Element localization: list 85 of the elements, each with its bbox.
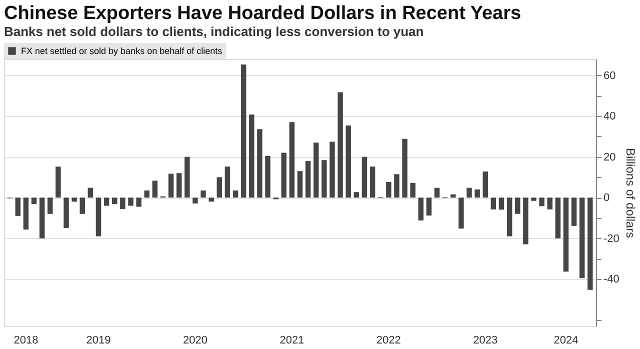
bar: [208, 198, 214, 202]
bar: [466, 188, 472, 198]
bar: [216, 177, 222, 198]
bar: [192, 198, 198, 204]
bar: [402, 138, 408, 198]
bar: [281, 152, 286, 198]
bar: [80, 198, 85, 214]
bar: [56, 166, 61, 198]
legend-label: FX net settled or sold by banks on behalf of clients: [21, 46, 223, 56]
bar: [450, 194, 456, 198]
bar: [354, 192, 360, 198]
bar: [410, 182, 416, 198]
bar: [240, 64, 246, 198]
bar: [23, 198, 29, 230]
bar: [338, 92, 343, 198]
bar: [418, 198, 424, 220]
bar: [539, 198, 544, 206]
bar: [72, 198, 77, 202]
bar: [289, 122, 295, 198]
bar: [152, 180, 158, 198]
x-tick-label: 2024: [554, 334, 578, 346]
bar: [96, 198, 102, 236]
bar: [588, 198, 593, 290]
bar: [498, 198, 504, 210]
x-tick-label: 2023: [473, 334, 498, 346]
bar: [200, 190, 206, 198]
bar: [15, 198, 21, 216]
bar: [265, 156, 270, 198]
y2-tick-label: -20: [604, 232, 620, 245]
bar: [136, 198, 142, 207]
x-tick-label: 2022: [376, 334, 401, 346]
bar: [458, 198, 464, 229]
bar: [555, 198, 561, 238]
bar: [305, 160, 311, 198]
bar: [322, 160, 327, 198]
y2-tick-label: -40: [604, 274, 620, 286]
bar: [64, 198, 69, 228]
bar: [168, 174, 174, 198]
chart-title: Chinese Exporters Have Hoarded Dollars in Recent Years: [4, 3, 522, 24]
bar: [547, 198, 552, 210]
bar: [39, 198, 45, 238]
bar: [330, 142, 335, 198]
bar: [144, 190, 150, 198]
bar: [112, 198, 118, 204]
bar: [314, 142, 319, 198]
bar: [394, 174, 400, 198]
bar: [297, 171, 303, 198]
bar: [346, 125, 351, 198]
bar: [434, 188, 440, 198]
bar: [128, 198, 134, 206]
bar: [176, 173, 182, 198]
bar: [104, 198, 110, 206]
bar: [506, 198, 512, 236]
bar: [579, 198, 585, 278]
bar: [224, 166, 230, 198]
bar: [531, 198, 536, 201]
bar: [386, 182, 392, 198]
bar: [490, 198, 496, 210]
x-tick-label: 2018: [14, 334, 38, 346]
bar: [571, 198, 577, 226]
bar: [523, 198, 528, 244]
y2-axis-title: Billions of dollars: [623, 148, 638, 238]
bar: [232, 190, 238, 198]
bar: [426, 198, 432, 216]
bar: [515, 198, 520, 214]
bar: [362, 156, 368, 198]
y2-tick-label: 0: [604, 192, 610, 204]
bar: [88, 188, 94, 198]
x-tick-label: 2021: [280, 334, 304, 346]
y2-tick-label: 60: [604, 70, 616, 82]
bar: [249, 114, 254, 198]
bar: [370, 166, 376, 198]
bar: [257, 129, 262, 198]
bar: [120, 198, 126, 210]
bar: [31, 198, 37, 204]
bar: [184, 156, 190, 198]
x-tick-label: 2019: [86, 334, 111, 346]
bar: [48, 198, 53, 214]
y2-tick-label: 40: [604, 110, 616, 123]
y2-tick-label: 20: [604, 151, 616, 164]
chart-subtitle: Banks net sold dollars to clients, indicating less conversion to yuan: [4, 24, 424, 39]
bar: [474, 189, 480, 198]
bar: [563, 198, 569, 272]
x-tick-label: 2020: [182, 334, 208, 346]
bar: [482, 172, 488, 198]
